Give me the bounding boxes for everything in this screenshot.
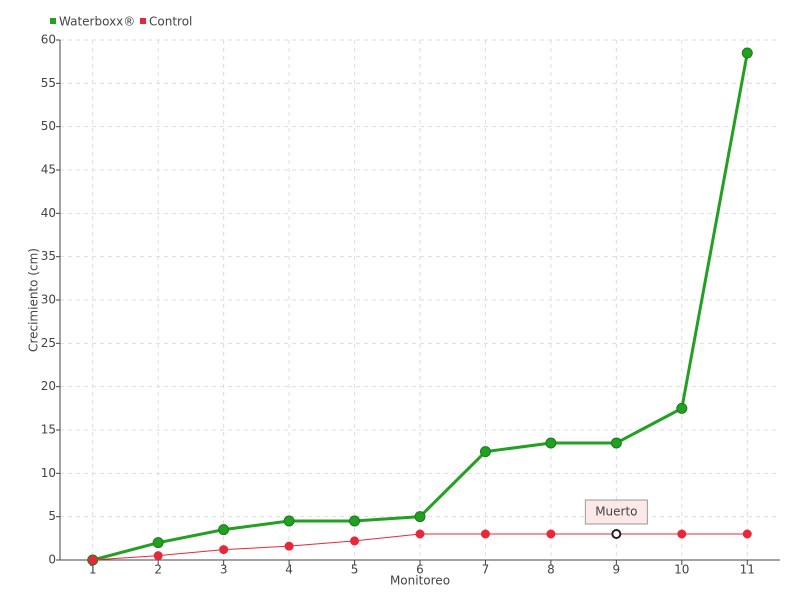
x-tick-label: 11 <box>740 563 755 577</box>
data-point <box>611 529 622 539</box>
x-tick-label: 4 <box>285 563 293 577</box>
data-point <box>480 529 490 539</box>
data-point <box>676 402 688 414</box>
x-axis-title: Monitoreo <box>390 574 450 588</box>
data-point <box>545 437 557 449</box>
data-point <box>350 536 360 546</box>
y-tick-label: 20 <box>41 379 56 393</box>
x-tick-label: 9 <box>613 563 621 577</box>
y-tick-label: 55 <box>41 76 56 90</box>
data-point <box>741 47 753 59</box>
y-tick-label: 5 <box>48 509 56 523</box>
y-tick-label: 50 <box>41 119 56 133</box>
y-tick-label: 0 <box>48 553 56 567</box>
annotation-label: Muerto <box>595 505 637 519</box>
data-point <box>479 446 491 458</box>
x-tick-label: 10 <box>674 563 689 577</box>
data-point <box>415 529 425 539</box>
x-tick-label: 6 <box>416 563 424 577</box>
data-point <box>414 511 426 523</box>
y-tick-label: 10 <box>41 466 56 480</box>
y-tick-label: 45 <box>41 163 56 177</box>
x-tick-label: 8 <box>547 563 555 577</box>
legend-label: Waterboxx® <box>59 15 135 29</box>
y-tick-label: 30 <box>41 293 56 307</box>
data-point <box>349 515 361 527</box>
y-tick-label: 35 <box>41 249 56 263</box>
x-tick-label: 3 <box>220 563 228 577</box>
y-tick-label: 40 <box>41 206 56 220</box>
y-tick-label: 15 <box>41 423 56 437</box>
data-point <box>219 545 229 555</box>
y-tick-label: 60 <box>41 33 56 47</box>
data-point <box>677 529 687 539</box>
legend-label: Control <box>149 15 192 29</box>
data-point <box>283 515 295 527</box>
data-point <box>88 555 98 565</box>
data-point <box>218 524 230 536</box>
x-tick-label: 2 <box>154 563 162 577</box>
data-point <box>284 541 294 551</box>
x-tick-label: 1 <box>89 563 97 577</box>
legend-marker <box>140 18 146 24</box>
data-point <box>153 551 163 561</box>
y-tick-label: 25 <box>41 336 56 350</box>
data-point <box>546 529 556 539</box>
x-tick-label: 7 <box>482 563 490 577</box>
data-point <box>742 529 752 539</box>
x-tick-label: 5 <box>351 563 359 577</box>
y-axis-title: Crecimiento (cm) <box>27 248 41 352</box>
annotation-box <box>584 499 648 525</box>
data-point <box>152 537 164 549</box>
data-point <box>610 437 622 449</box>
legend-marker <box>50 18 56 24</box>
